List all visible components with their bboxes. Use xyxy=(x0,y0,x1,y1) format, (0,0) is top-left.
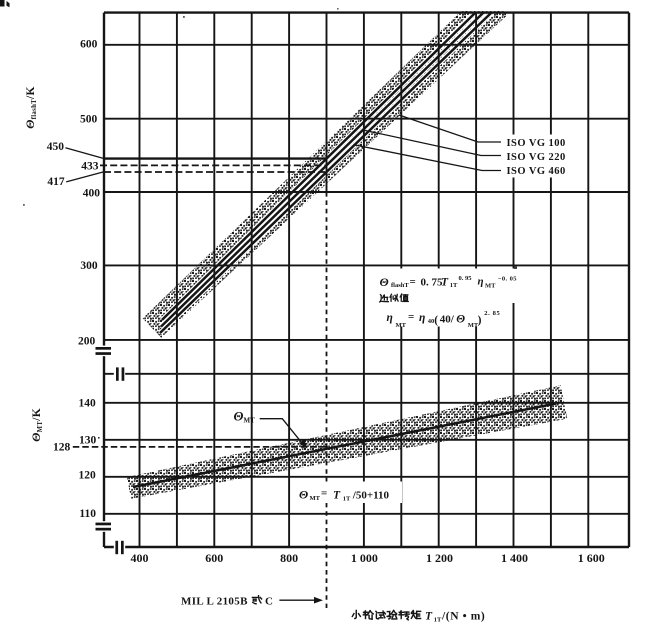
svg-text:417: 417 xyxy=(47,176,65,188)
svg-text:C: C xyxy=(265,595,273,607)
svg-text:ISO VG 220: ISO VG 220 xyxy=(507,152,566,163)
svg-text:800: 800 xyxy=(280,551,298,565)
svg-text:0. 75: 0. 75 xyxy=(421,277,444,289)
svg-text:): ) xyxy=(478,314,482,326)
svg-text:ISO VG 100: ISO VG 100 xyxy=(507,138,566,149)
svg-text:MT: MT xyxy=(485,282,496,289)
svg-text:η: η xyxy=(478,276,484,288)
svg-text:MT: MT xyxy=(310,495,321,502)
svg-text:40: 40 xyxy=(428,318,435,325)
svg-text:1T: 1T xyxy=(450,282,458,289)
svg-text:400: 400 xyxy=(131,551,149,565)
svg-text:=: = xyxy=(410,276,416,288)
svg-text:400: 400 xyxy=(83,187,101,199)
svg-text:1 600: 1 600 xyxy=(578,551,605,565)
svg-text:128: 128 xyxy=(53,442,71,454)
svg-text:1T: 1T xyxy=(343,495,351,502)
svg-text:200: 200 xyxy=(78,336,96,348)
svg-text:600: 600 xyxy=(205,551,223,565)
svg-text:1 200: 1 200 xyxy=(426,551,453,565)
svg-text:600: 600 xyxy=(80,38,98,50)
svg-text:120: 120 xyxy=(78,470,96,482)
svg-text:/50+110: /50+110 xyxy=(352,489,390,501)
svg-text:η: η xyxy=(387,312,393,324)
svg-text:(: ( xyxy=(434,314,438,326)
svg-text:2. 85: 2. 85 xyxy=(484,310,500,317)
svg-text:flashT: flashT xyxy=(391,282,409,289)
svg-text:MT: MT xyxy=(244,416,256,424)
svg-text:T: T xyxy=(441,277,449,289)
svg-text:T: T xyxy=(333,489,341,501)
svg-text:ΘflashT/K: ΘflashT/K xyxy=(23,86,38,129)
svg-text:=: = xyxy=(408,311,414,323)
svg-text:/(N • m): /(N • m) xyxy=(441,611,485,623)
svg-text:ISO VG 460: ISO VG 460 xyxy=(507,166,566,177)
svg-text:1T: 1T xyxy=(434,616,442,623)
svg-text:1 400: 1 400 xyxy=(501,551,528,565)
svg-text:40/: 40/ xyxy=(440,313,455,325)
svg-text:0. 95: 0. 95 xyxy=(459,275,473,282)
svg-text:MT: MT xyxy=(468,322,479,329)
svg-text:110: 110 xyxy=(79,508,96,520)
svg-text:η: η xyxy=(419,312,425,324)
svg-text:MT: MT xyxy=(396,322,407,329)
svg-text:Θ: Θ xyxy=(456,313,465,325)
svg-text:140: 140 xyxy=(78,398,96,410)
svg-text:Θ: Θ xyxy=(234,409,244,424)
svg-text:Θ: Θ xyxy=(299,487,308,501)
svg-text:T: T xyxy=(425,611,433,623)
svg-text:300: 300 xyxy=(80,260,98,272)
svg-text:=: = xyxy=(321,487,327,499)
svg-text:MIL L 2105B: MIL L 2105B xyxy=(181,595,248,607)
svg-text:433: 433 xyxy=(81,161,99,173)
svg-text:450: 450 xyxy=(47,141,65,153)
svg-text:−0. 05: −0. 05 xyxy=(498,276,517,283)
svg-text:Θ: Θ xyxy=(380,275,389,289)
svg-text:ΘMT/K: ΘMT/K xyxy=(29,408,44,442)
svg-text:1 000: 1 000 xyxy=(351,551,378,565)
svg-text:130: 130 xyxy=(79,435,97,447)
svg-text:500: 500 xyxy=(80,114,98,126)
